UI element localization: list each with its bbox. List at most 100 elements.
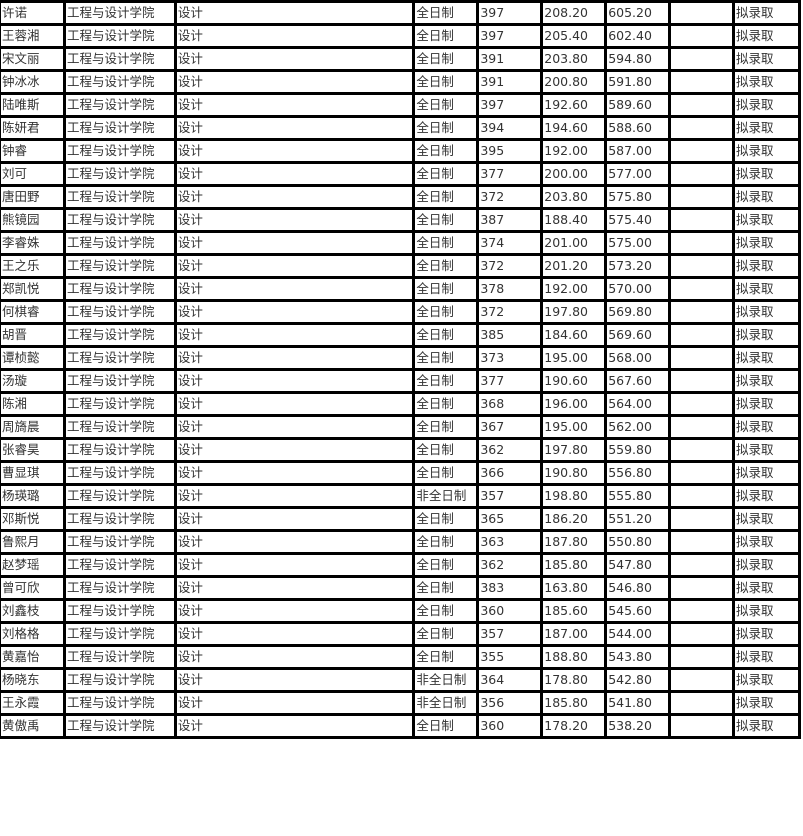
retest-score-cell: 201.20 <box>540 253 608 279</box>
study-mode-cell: 全日制 <box>412 414 480 440</box>
college-cell: 工程与设计学院 <box>62 46 177 72</box>
note-cell <box>668 506 735 532</box>
college-cell: 工程与设计学院 <box>62 0 177 26</box>
table-row: 周旖晨 工程与设计学院 设计 全日制 367 195.00 562.00 拟录取 <box>0 414 801 440</box>
note-cell <box>668 230 735 256</box>
college-cell: 工程与设计学院 <box>62 598 177 624</box>
admission-status-cell: 拟录取 <box>732 23 801 49</box>
table-row: 邓斯悦 工程与设计学院 设计 全日制 365 186.20 551.20 拟录取 <box>0 506 801 532</box>
college-cell: 工程与设计学院 <box>62 115 177 141</box>
student-name-cell: 刘鑫枝 <box>0 598 66 624</box>
student-name-cell: 王之乐 <box>0 253 66 279</box>
retest-score-cell: 178.20 <box>540 713 608 739</box>
study-mode-cell: 全日制 <box>412 598 480 624</box>
total-score-cell: 591.80 <box>604 69 672 95</box>
initial-score-cell: 357 <box>476 483 544 509</box>
study-mode-cell: 非全日制 <box>412 690 480 716</box>
initial-score-cell: 391 <box>476 69 544 95</box>
major-cell: 设计 <box>173 460 416 486</box>
table-row: 何棋睿 工程与设计学院 设计 全日制 372 197.80 569.80 拟录取 <box>0 299 801 325</box>
study-mode-cell: 全日制 <box>412 115 480 141</box>
retest-score-cell: 188.80 <box>540 644 608 670</box>
initial-score-cell: 383 <box>476 575 544 601</box>
college-cell: 工程与设计学院 <box>62 299 177 325</box>
initial-score-cell: 364 <box>476 667 544 693</box>
retest-score-cell: 192.00 <box>540 276 608 302</box>
retest-score-cell: 197.80 <box>540 299 608 325</box>
major-cell: 设计 <box>173 713 416 739</box>
college-cell: 工程与设计学院 <box>62 322 177 348</box>
note-cell <box>668 644 735 670</box>
note-cell <box>668 253 735 279</box>
student-name-cell: 汤璇 <box>0 368 66 394</box>
total-score-cell: 575.00 <box>604 230 672 256</box>
total-score-cell: 564.00 <box>604 391 672 417</box>
major-cell: 设计 <box>173 483 416 509</box>
note-cell <box>668 0 735 26</box>
initial-score-cell: 362 <box>476 437 544 463</box>
table-row: 曾可欣 工程与设计学院 设计 全日制 383 163.80 546.80 拟录取 <box>0 575 801 601</box>
retest-score-cell: 186.20 <box>540 506 608 532</box>
initial-score-cell: 355 <box>476 644 544 670</box>
college-cell: 工程与设计学院 <box>62 23 177 49</box>
study-mode-cell: 全日制 <box>412 230 480 256</box>
student-name-cell: 许诺 <box>0 0 66 26</box>
retest-score-cell: 184.60 <box>540 322 608 348</box>
table-row: 钟冰冰 工程与设计学院 设计 全日制 391 200.80 591.80 拟录取 <box>0 69 801 95</box>
study-mode-cell: 全日制 <box>412 161 480 187</box>
study-mode-cell: 全日制 <box>412 322 480 348</box>
total-score-cell: 568.00 <box>604 345 672 371</box>
retest-score-cell: 195.00 <box>540 414 608 440</box>
admission-status-cell: 拟录取 <box>732 92 801 118</box>
study-mode-cell: 全日制 <box>412 299 480 325</box>
initial-score-cell: 377 <box>476 368 544 394</box>
total-score-cell: 545.60 <box>604 598 672 624</box>
table-body: 许诺 工程与设计学院 设计 全日制 397 208.20 605.20 拟录取 王蓉湘 工程与设计… <box>0 0 801 739</box>
major-cell: 设计 <box>173 230 416 256</box>
major-cell: 设计 <box>173 368 416 394</box>
total-score-cell: 538.20 <box>604 713 672 739</box>
retest-score-cell: 200.00 <box>540 161 608 187</box>
table-row: 汤璇 工程与设计学院 设计 全日制 377 190.60 567.60 拟录取 <box>0 368 801 394</box>
note-cell <box>668 414 735 440</box>
table-row: 胡晋 工程与设计学院 设计 全日制 385 184.60 569.60 拟录取 <box>0 322 801 348</box>
retest-score-cell: 185.60 <box>540 598 608 624</box>
initial-score-cell: 394 <box>476 115 544 141</box>
total-score-cell: 567.60 <box>604 368 672 394</box>
college-cell: 工程与设计学院 <box>62 460 177 486</box>
admission-status-cell: 拟录取 <box>732 46 801 72</box>
note-cell <box>668 46 735 72</box>
college-cell: 工程与设计学院 <box>62 253 177 279</box>
admission-status-cell: 拟录取 <box>732 299 801 325</box>
note-cell <box>668 483 735 509</box>
student-name-cell: 杨晓东 <box>0 667 66 693</box>
total-score-cell: 587.00 <box>604 138 672 164</box>
initial-score-cell: 374 <box>476 230 544 256</box>
college-cell: 工程与设计学院 <box>62 276 177 302</box>
study-mode-cell: 全日制 <box>412 184 480 210</box>
initial-score-cell: 387 <box>476 207 544 233</box>
note-cell <box>668 598 735 624</box>
admission-status-cell: 拟录取 <box>732 667 801 693</box>
initial-score-cell: 391 <box>476 46 544 72</box>
major-cell: 设计 <box>173 46 416 72</box>
study-mode-cell: 全日制 <box>412 253 480 279</box>
major-cell: 设计 <box>173 690 416 716</box>
major-cell: 设计 <box>173 598 416 624</box>
table-row: 杨瑛璐 工程与设计学院 设计 非全日制 357 198.80 555.80 拟录取 <box>0 483 801 509</box>
retest-score-cell: 198.80 <box>540 483 608 509</box>
admission-status-cell: 拟录取 <box>732 575 801 601</box>
initial-score-cell: 397 <box>476 92 544 118</box>
initial-score-cell: 372 <box>476 299 544 325</box>
initial-score-cell: 395 <box>476 138 544 164</box>
note-cell <box>668 276 735 302</box>
initial-score-cell: 356 <box>476 690 544 716</box>
retest-score-cell: 163.80 <box>540 575 608 601</box>
note-cell <box>668 621 735 647</box>
initial-score-cell: 360 <box>476 713 544 739</box>
college-cell: 工程与设计学院 <box>62 69 177 95</box>
admission-status-cell: 拟录取 <box>732 253 801 279</box>
admission-status-cell: 拟录取 <box>732 598 801 624</box>
study-mode-cell: 全日制 <box>412 644 480 670</box>
note-cell <box>668 138 735 164</box>
